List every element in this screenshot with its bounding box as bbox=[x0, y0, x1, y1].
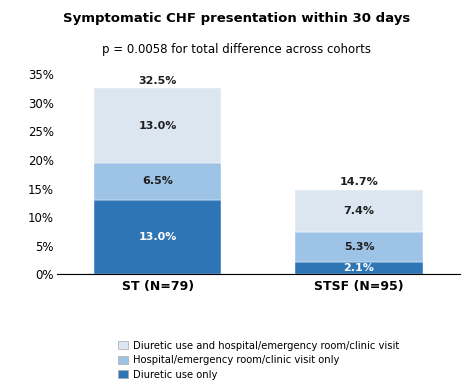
Bar bbox=[295, 262, 423, 274]
Text: p = 0.0058 for total difference across cohorts: p = 0.0058 for total difference across c… bbox=[102, 43, 372, 56]
Bar bbox=[94, 89, 221, 163]
Text: 13.0%: 13.0% bbox=[138, 232, 177, 242]
Text: Symptomatic CHF presentation within 30 days: Symptomatic CHF presentation within 30 d… bbox=[64, 12, 410, 25]
Text: 5.3%: 5.3% bbox=[344, 242, 374, 252]
Bar bbox=[295, 190, 423, 232]
Bar bbox=[94, 200, 221, 274]
Text: 13.0%: 13.0% bbox=[138, 121, 177, 131]
Text: 7.4%: 7.4% bbox=[344, 206, 374, 216]
Legend: Diuretic use and hospital/emergency room/clinic visit, Hospital/emergency room/c: Diuretic use and hospital/emergency room… bbox=[116, 339, 401, 382]
Text: 6.5%: 6.5% bbox=[142, 176, 173, 187]
Bar bbox=[295, 232, 423, 262]
Text: 14.7%: 14.7% bbox=[340, 177, 378, 187]
Text: 32.5%: 32.5% bbox=[138, 76, 177, 85]
Text: 2.1%: 2.1% bbox=[344, 263, 374, 273]
Bar bbox=[94, 163, 221, 200]
